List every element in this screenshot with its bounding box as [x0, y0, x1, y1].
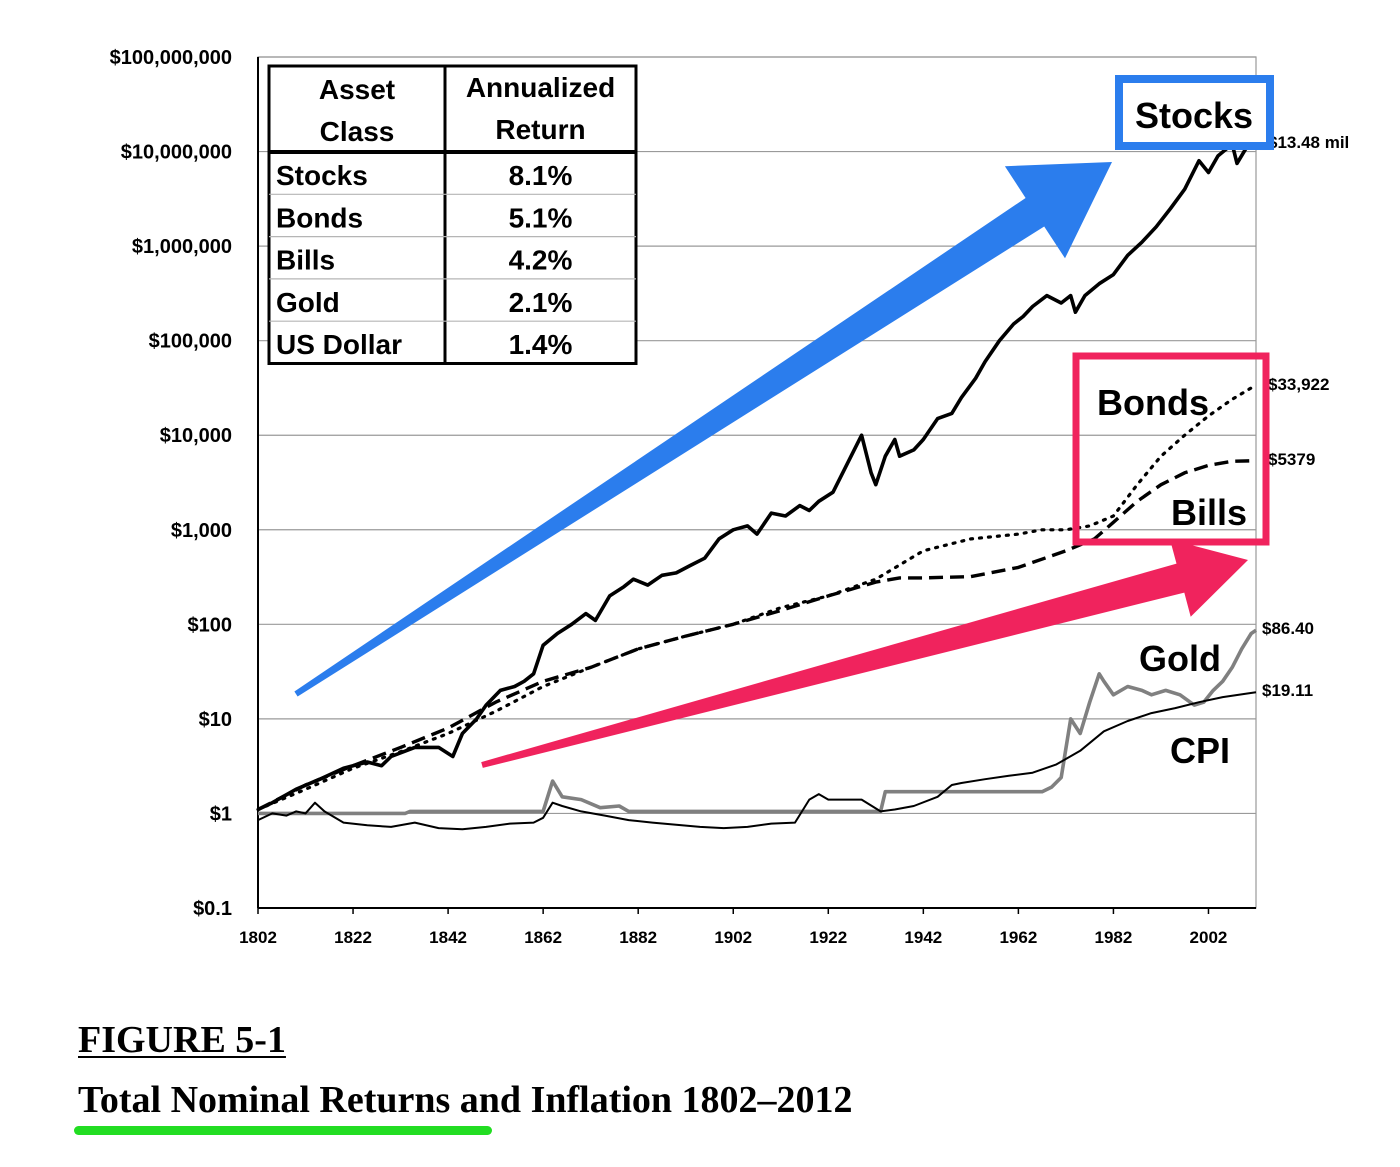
- figure-label: FIGURE 5-1: [78, 1019, 286, 1061]
- bonds-bills-trend-arrow: [481, 539, 1248, 768]
- x-tick-label: 1802: [239, 928, 277, 947]
- table-header-word: Class: [320, 116, 395, 147]
- table-header-annualized-return: Annualized Return: [466, 72, 615, 145]
- x-tick-label: 1882: [619, 928, 657, 947]
- highlight-underline: [74, 1126, 492, 1135]
- series-line-bonds: [256, 383, 1258, 812]
- bonds-bills-highlight-box: [1072, 352, 1270, 546]
- label-stocks: Stocks: [1135, 95, 1253, 136]
- x-tick-label: 1902: [714, 928, 752, 947]
- y-tick-label: $100,000,000: [110, 47, 232, 69]
- y-tick-label: $1: [210, 803, 232, 825]
- table-cell-asset: Bills: [276, 245, 335, 276]
- end-label-bills: $5379: [1268, 450, 1315, 469]
- series-line-gold: [258, 628, 1257, 816]
- table-header-word: Return: [495, 114, 585, 145]
- stocks-highlight-box: [1115, 75, 1274, 150]
- y-tick-label: $100: [188, 614, 233, 636]
- series-line-cpi: [257, 691, 1257, 831]
- x-tick-label: 1842: [429, 928, 467, 947]
- label-gold: Gold: [1139, 638, 1221, 679]
- figure-title: Total Nominal Returns and Inflation 1802…: [78, 1079, 853, 1121]
- returns-table: Asset Class Annualized Return Stocks 8.1% Bond…: [267, 64, 638, 365]
- x-tick-label: 1822: [334, 928, 372, 947]
- table-cell-asset: Bonds: [276, 202, 363, 233]
- series-line-bills: [257, 459, 1257, 812]
- y-tick-label: $10,000: [160, 425, 232, 447]
- series-lines: [256, 137, 1258, 831]
- end-label-stocks: $13.48 mil: [1268, 133, 1349, 152]
- end-label-bonds: $33,922: [1268, 375, 1329, 394]
- table-cell-return: 4.2%: [509, 245, 573, 276]
- table-cell-asset: Stocks: [276, 160, 368, 191]
- label-bonds: Bonds: [1097, 382, 1209, 423]
- table-cell-asset: US Dollar: [276, 329, 402, 360]
- table-cell-asset: Gold: [276, 287, 340, 318]
- end-label-gold: $86.40: [1262, 619, 1314, 638]
- table-header-asset-class: Asset Class: [319, 74, 395, 147]
- y-tick-label: $1,000: [171, 520, 232, 542]
- x-tick-label: 1982: [1095, 928, 1133, 947]
- label-bills: Bills: [1171, 492, 1247, 533]
- series-line-stocks: [257, 137, 1258, 812]
- x-tick-label: 1862: [524, 928, 562, 947]
- y-tick-label: $1,000,000: [132, 236, 232, 258]
- axes: $100,000,000 $10,000,000 $1,000,000 $100,00…: [110, 47, 1257, 947]
- y-tick-label: $10,000,000: [121, 142, 232, 164]
- table-header-word: Asset: [319, 74, 395, 105]
- table-frame: [267, 64, 638, 365]
- table-cell-return: 2.1%: [509, 287, 573, 318]
- x-tick-label: 1942: [904, 928, 942, 947]
- y-tick-label: $10: [199, 709, 232, 731]
- x-tick-label: 1922: [809, 928, 847, 947]
- x-tick-label: 2002: [1190, 928, 1228, 947]
- x-tick-label: 1962: [999, 928, 1037, 947]
- trend-arrows: [294, 162, 1248, 768]
- stocks-trend-arrow: [294, 162, 1112, 697]
- table-cell-return: 8.1%: [509, 160, 573, 191]
- chart-area: $100,000,000 $10,000,000 $1,000,000 $100,00…: [110, 47, 1350, 947]
- table-header-word: Annualized: [466, 72, 615, 103]
- y-tick-label: $100,000: [149, 331, 232, 353]
- series-labels: $13.48 mil $33,922 $5379 $86.40 $19.11 Stocks…: [1072, 75, 1349, 771]
- y-tick-label: $0.1: [193, 898, 232, 920]
- end-label-cpi: $19.11: [1262, 681, 1313, 700]
- table-cell-return: 1.4%: [509, 329, 573, 360]
- table-cell-return: 5.1%: [509, 202, 573, 233]
- label-cpi: CPI: [1170, 730, 1230, 771]
